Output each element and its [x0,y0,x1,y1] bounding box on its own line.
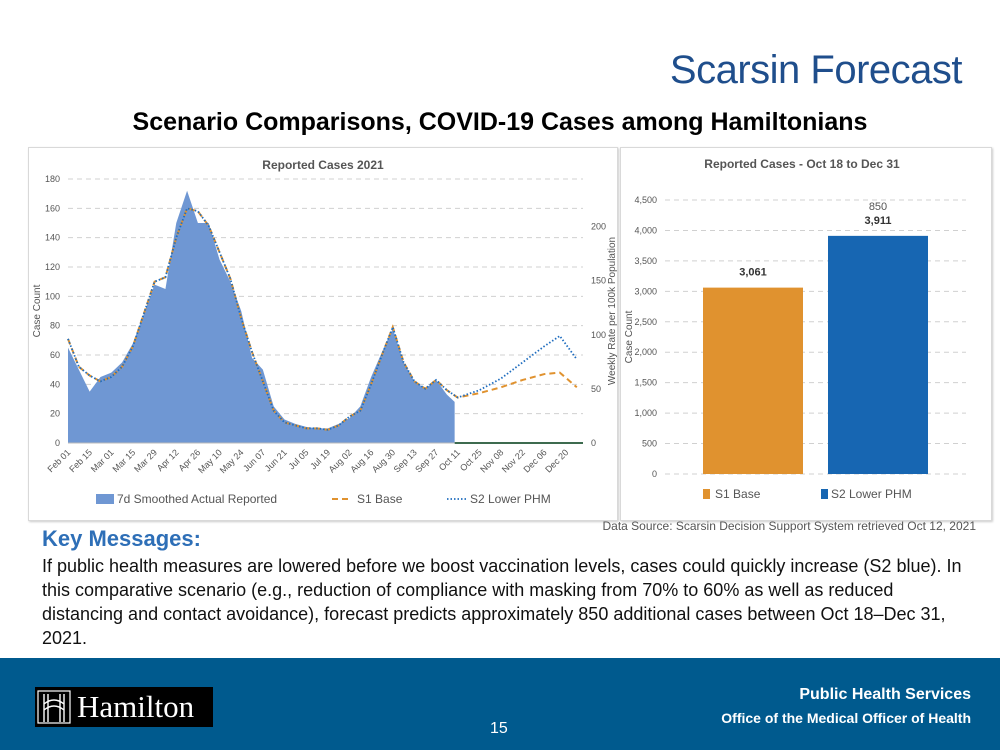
x-tick-label: Apr 12 [155,447,181,473]
x-tick-label: Feb 01 [46,447,73,474]
x-tick-label: Jun 21 [263,447,289,473]
x-tick-label: Jun 07 [241,447,267,473]
legend-label-actual: 7d Smoothed Actual Reported [117,492,277,506]
reported-cases-2021-chart: Reported Cases 2021 0 20 40 60 80 100 120 140 160… [32,158,618,506]
org-name: Public Health Services [799,686,971,703]
y-tick-label: 1,000 [634,408,657,418]
y-tick-label: 3,500 [634,256,657,266]
y-tick-label: 0 [652,469,657,479]
x-tick-label: Dec 20 [543,447,570,474]
y-tick-label: 180 [45,174,60,184]
x-tick-label: May 24 [218,447,246,475]
x-tick-label: Jul 05 [287,447,311,471]
y-tick-label: 4,000 [634,225,657,235]
legend-label: S2 Lower PHM [831,487,912,501]
x-tick-label: Mar 15 [110,447,137,474]
y2-tick-label: 100 [591,330,606,340]
y2-axis-label: Weekly Rate per 100k Population [607,237,617,385]
y-tick-label: 2,500 [634,317,657,327]
x-tick-label: Oct 11 [437,447,462,472]
legend-swatch [821,489,828,499]
legend-label-s2: S2 Lower PHM [470,492,551,506]
y-tick-label: 20 [50,409,60,419]
y-tick-label: 120 [45,262,60,272]
x-tick-label: Dec 06 [522,447,549,474]
x-tick-label: Nov 22 [500,447,527,474]
y-tick-label: 60 [50,350,60,360]
y-tick-label: 0 [55,438,60,448]
y-tick-label: 100 [45,291,60,301]
y-tick-label: 1,500 [634,378,657,388]
key-messages-heading: Key Messages: [42,526,201,551]
y2-tick-label: 150 [591,276,606,286]
hamilton-logo: Hamilton [35,687,213,727]
y2-tick-label: 50 [591,384,601,394]
x-tick-label: Feb 15 [67,447,94,474]
y-tick-label: 140 [45,233,60,243]
y2-tick-label: 0 [591,438,596,448]
y-tick-label: 2,000 [634,347,657,357]
bar-chart-panel: Reported Cases - Oct 18 to Dec 31 0 500 1,0… [620,147,992,521]
legend-label: S1 Base [715,487,761,501]
x-tick-label: Mar 29 [132,447,159,474]
y-tick-label: 40 [50,379,60,389]
bar-data-label: 3,061 [739,267,767,279]
office-name: Office of the Medical Officer of Health [721,710,971,726]
slide-title: Scarsin Forecast [669,48,963,92]
s2-lower-phm-line [67,207,578,431]
x-tick-label: Sep 13 [392,447,419,474]
footer: Hamilton Public Health Services Office o… [0,658,1000,750]
x-tick-label: Aug 30 [370,447,397,474]
reported-cases-bar-chart: Reported Cases - Oct 18 to Dec 31 0 500 1,0… [624,157,966,501]
hamilton-logo-icon [37,690,71,724]
x-tick-label: Sep 27 [413,447,440,474]
data-source: Data Source: Scarsin Decision Support Sy… [602,519,976,533]
x-tick-label: Nov 08 [478,447,505,474]
legend-label-s1: S1 Base [357,492,403,506]
chart-title: Reported Cases 2021 [262,158,384,172]
chart-title: Reported Cases - Oct 18 to Dec 31 [704,157,900,171]
y-tick-label: 4,500 [634,195,657,205]
legend-swatch [703,489,710,499]
bar-s2 [828,235,928,474]
x-tick-label: Aug 16 [348,447,375,474]
legend-swatch-actual [96,494,114,504]
x-tick-label: Aug 02 [327,447,354,474]
difference-annotation: 850 [869,201,887,213]
y-axis-label: Case Count [32,284,43,337]
actual-cases-area [68,190,455,443]
y2-tick-label: 200 [591,222,606,232]
bar-data-label: 3,911 [865,215,892,227]
logo-text: Hamilton [77,689,195,724]
page-number: 15 [490,720,508,737]
y-tick-label: 3,000 [634,286,657,296]
line-chart-panel: Reported Cases 2021 0 20 40 60 80 100 120 140 160… [28,147,618,521]
y-tick-label: 80 [50,321,60,331]
y-tick-label: 500 [642,439,657,449]
y-axis-label: Case Count [624,310,635,363]
x-tick-label: Mar 01 [89,447,116,474]
bar-s1 [703,287,803,474]
y-tick-label: 160 [45,203,60,213]
slide-subtitle: Scenario Comparisons, COVID-19 Cases amo… [132,108,868,136]
key-messages-body: If public health measures are lowered be… [42,556,962,648]
